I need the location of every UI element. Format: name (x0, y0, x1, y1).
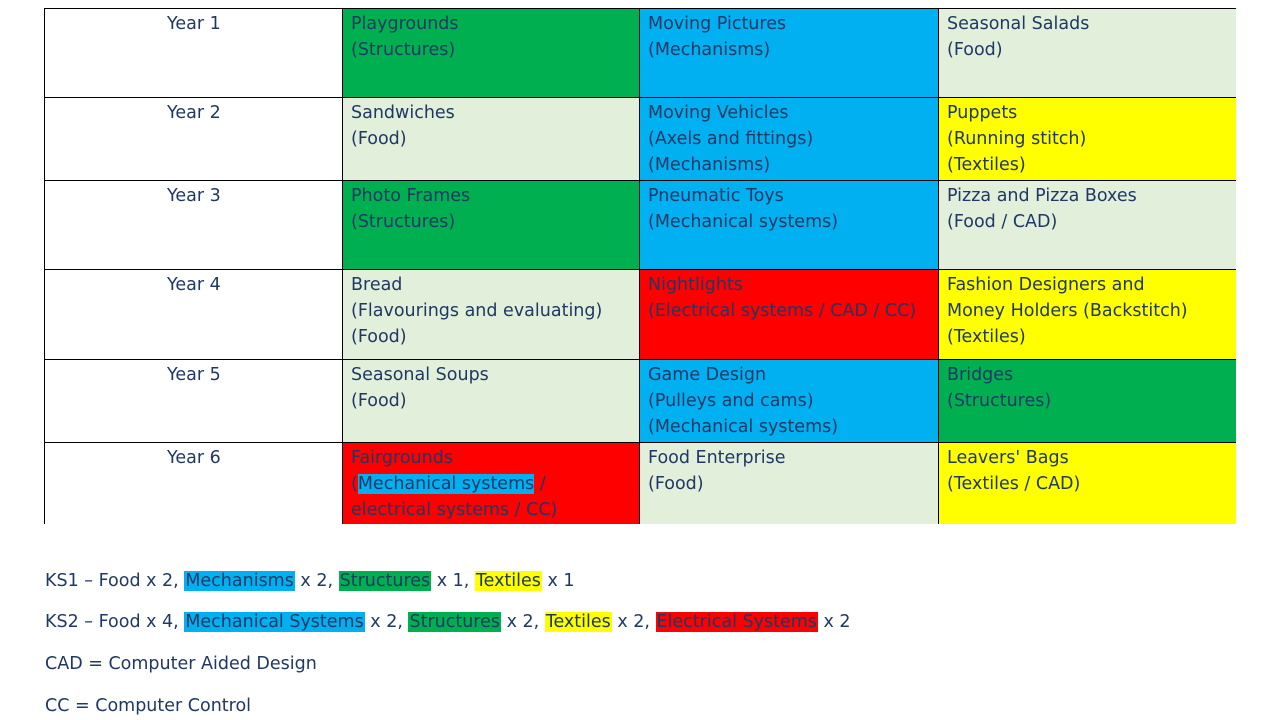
ks1-prefix: KS1 – Food x 2, (45, 571, 185, 591)
project-detail: (Structures) (947, 391, 1052, 411)
year-label-cell: Year 4 (44, 269, 342, 359)
project-detail: (Textiles / CAD) (947, 474, 1081, 494)
year-label: Year 6 (167, 448, 221, 468)
project-detail: electrical systems / CC) (351, 500, 558, 520)
textiles-tag: Textiles (544, 612, 612, 632)
project-detail: (Food / CAD) (947, 212, 1058, 232)
project-title: Moving Vehicles (648, 103, 789, 123)
project-cell: Fairgrounds (Mechanical systems / electr… (342, 442, 639, 524)
project-detail: (Electrical systems / CAD / CC) (648, 301, 917, 321)
project-title: Seasonal Soups (351, 365, 489, 385)
project-detail: (Mechanisms) (648, 155, 771, 175)
project-cell: Food Enterprise (Food) (639, 442, 938, 524)
project-detail: (Structures) (351, 40, 456, 60)
project-detail: (Food) (351, 391, 407, 411)
project-cell: Puppets (Running stitch) (Textiles) (938, 97, 1236, 180)
project-cell: Moving Vehicles (Axels and fittings) (Me… (639, 97, 938, 180)
project-cell: Bread (Flavourings and evaluating) (Food… (342, 269, 639, 359)
project-title: Photo Frames (351, 186, 471, 206)
project-detail: (Mechanical systems) (648, 417, 839, 437)
project-detail: (Textiles) (947, 155, 1026, 175)
project-detail: (Pulleys and cams) (648, 391, 814, 411)
textiles-tag: Textiles (474, 571, 542, 591)
project-title: Pneumatic Toys (648, 186, 784, 206)
paren-open: ( (351, 474, 358, 494)
mechanical-systems-tag: Mechanical Systems (184, 612, 365, 632)
project-detail: (Mechanical systems) (648, 212, 839, 232)
project-title: Fairgrounds (351, 448, 453, 468)
project-title: Pizza and Pizza Boxes (947, 186, 1137, 206)
ks1-summary: KS1 – Food x 2, Mechanisms x 2, Structur… (45, 568, 575, 594)
mechanisms-tag: Mechanisms (184, 571, 295, 591)
electrical-systems-tag: Electrical Systems (655, 612, 818, 632)
project-title: Game Design (648, 365, 767, 385)
project-detail: (Food) (947, 40, 1003, 60)
project-cell: Bridges (Structures) (938, 359, 1236, 442)
ks2-count: x 2, (501, 612, 545, 632)
year-label: Year 1 (167, 14, 221, 34)
ks2-count: x 2 (817, 612, 851, 632)
project-detail: (Mechanisms) (648, 40, 771, 60)
project-title: Puppets (947, 103, 1018, 123)
project-title: Leavers' Bags (947, 448, 1069, 468)
year-label-cell: Year 6 (44, 442, 342, 524)
project-title: Food Enterprise (648, 448, 786, 468)
year-label: Year 2 (167, 103, 221, 123)
project-title: Bridges (947, 365, 1014, 385)
project-cell: Photo Frames (Structures) (342, 180, 639, 269)
year-label: Year 4 (167, 275, 221, 295)
project-cell: Pizza and Pizza Boxes (Food / CAD) (938, 180, 1236, 269)
project-cell: Sandwiches (Food) (342, 97, 639, 180)
year-label: Year 3 (167, 186, 221, 206)
ks2-prefix: KS2 – Food x 4, (45, 612, 185, 632)
project-cell: Playgrounds (Structures) (342, 8, 639, 97)
project-title: Money Holders (Backstitch) (947, 301, 1188, 321)
year-label: Year 5 (167, 365, 221, 385)
ks1-count: x 1, (431, 571, 475, 591)
project-cell: Nightlights (Electrical systems / CAD / … (639, 269, 938, 359)
project-cell: Moving Pictures (Mechanisms) (639, 8, 938, 97)
project-detail: (Food) (648, 474, 704, 494)
ks2-summary: KS2 – Food x 4, Mechanical Systems x 2, … (45, 609, 851, 635)
ks2-count: x 2, (364, 612, 409, 632)
project-detail: (Mechanical systems / (351, 471, 631, 497)
cad-definition: CAD = Computer Aided Design (45, 654, 317, 674)
project-title: Bread (351, 275, 403, 295)
structures-tag: Structures (408, 612, 501, 632)
project-title: Sandwiches (351, 103, 455, 123)
project-title: Nightlights (648, 275, 743, 295)
project-title: Fashion Designers and (947, 275, 1145, 295)
project-title: Playgrounds (351, 14, 459, 34)
project-detail: (Running stitch) (947, 129, 1087, 149)
project-cell: Leavers' Bags (Textiles / CAD) (938, 442, 1236, 524)
ks1-count: x 1 (541, 571, 575, 591)
structures-tag: Structures (338, 571, 432, 591)
project-detail: (Food) (351, 327, 407, 347)
project-detail: (Flavourings and evaluating) (351, 301, 603, 321)
mechanical-systems-highlight: Mechanical systems (357, 474, 535, 494)
project-detail: (Structures) (351, 212, 456, 232)
project-detail: (Textiles) (947, 327, 1026, 347)
project-detail: (Food) (351, 129, 407, 149)
curriculum-table: Year 1 Playgrounds (Structures) Moving P… (44, 8, 1236, 524)
project-title: Moving Pictures (648, 14, 787, 34)
project-cell: Fashion Designers and Money Holders (Bac… (938, 269, 1236, 359)
cc-definition: CC = Computer Control (45, 696, 252, 716)
year-label-cell: Year 2 (44, 97, 342, 180)
project-title: Seasonal Salads (947, 14, 1090, 34)
project-cell: Pneumatic Toys (Mechanical systems) (639, 180, 938, 269)
slash-separator: / (534, 474, 546, 494)
ks1-count: x 2, (294, 571, 339, 591)
year-label-cell: Year 3 (44, 180, 342, 269)
project-cell: Seasonal Salads (Food) (938, 8, 1236, 97)
project-detail: (Axels and fittings) (648, 129, 814, 149)
project-cell: Game Design (Pulleys and cams) (Mechanic… (639, 359, 938, 442)
project-cell: Seasonal Soups (Food) (342, 359, 639, 442)
year-label-cell: Year 1 (44, 8, 342, 97)
year-label-cell: Year 5 (44, 359, 342, 442)
ks2-count: x 2, (611, 612, 656, 632)
